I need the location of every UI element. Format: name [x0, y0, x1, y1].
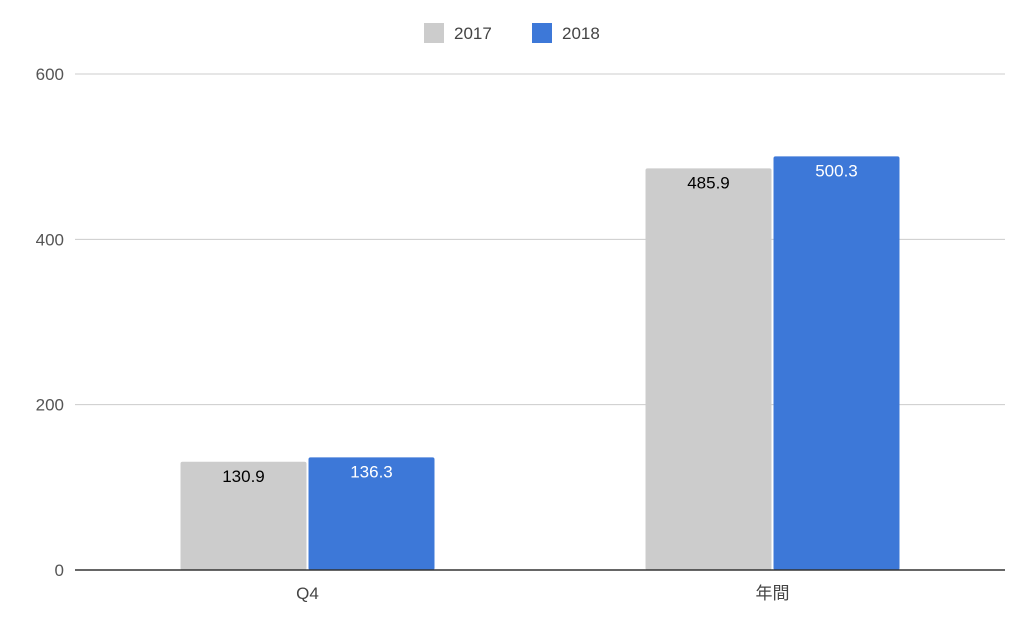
y-tick-label: 200 [36, 396, 64, 415]
legend-swatch-2017 [424, 23, 444, 43]
x-category-label-q4: Q4 [296, 584, 319, 603]
data-label-2018-q4: 136.3 [350, 462, 393, 481]
data-label-2017-annual: 485.9 [687, 173, 730, 192]
data-labels: 130.9 136.3 485.9 500.3 [222, 161, 858, 485]
bar-2017-q4 [180, 461, 307, 570]
legend-label-2017: 2017 [454, 24, 492, 43]
bar-2018-q4 [308, 457, 435, 570]
y-tick-label: 400 [36, 230, 64, 249]
y-axis: 0 200 400 600 [36, 65, 64, 580]
y-tick-label: 600 [36, 65, 64, 84]
bar-2018-annual [773, 156, 900, 570]
y-tick-label: 0 [55, 561, 64, 580]
bar-2017-annual [645, 168, 772, 570]
legend-swatch-2018 [532, 23, 552, 43]
x-category-label-annual: 年間 [756, 584, 790, 603]
legend-label-2018: 2018 [562, 24, 600, 43]
data-label-2017-q4: 130.9 [222, 467, 265, 486]
bars [180, 156, 900, 570]
data-label-2018-annual: 500.3 [815, 161, 858, 180]
x-axis: Q4 年間 [296, 584, 789, 603]
legend: 2017 2018 [424, 23, 600, 43]
